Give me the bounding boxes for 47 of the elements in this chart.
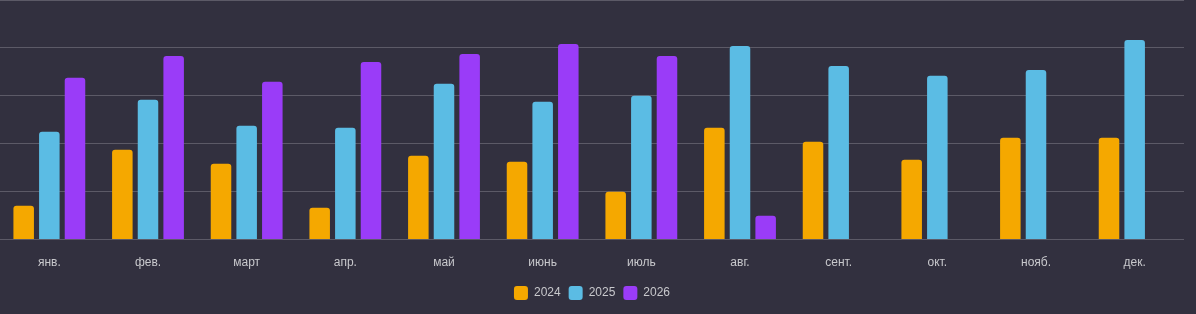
bar: [13, 205, 34, 240]
x-tick-label: дек.: [1123, 255, 1146, 270]
bar: [1025, 69, 1047, 240]
bar: [1000, 137, 1021, 240]
bar: [210, 163, 232, 240]
x-tick-label: июнь: [528, 255, 557, 270]
bar: [802, 141, 824, 240]
x-tick-label: май: [433, 255, 455, 270]
bar: [506, 161, 528, 240]
bar: [309, 207, 330, 240]
bar: [459, 53, 480, 240]
bar: [901, 159, 922, 240]
legend-label: 2025: [588, 285, 616, 300]
bar: [137, 99, 159, 240]
bar: [1124, 39, 1145, 240]
x-tick-label: сент.: [825, 255, 853, 270]
bar: [631, 95, 652, 240]
x-tick-label: июль: [626, 255, 656, 270]
bar: [64, 77, 86, 240]
bar: [605, 191, 626, 240]
bar: [1098, 137, 1120, 240]
x-tick-label: апр.: [333, 255, 357, 270]
x-tick-label: авг.: [730, 255, 750, 270]
bar: [39, 131, 60, 240]
bar: [704, 127, 725, 240]
bar: [828, 65, 849, 240]
bar: [755, 215, 776, 240]
bar: [112, 149, 133, 240]
x-tick-label: янв.: [37, 255, 61, 270]
legend-label: 2024: [533, 285, 561, 300]
bar: [558, 43, 579, 240]
bar: [656, 55, 678, 240]
x-tick-label: фев.: [134, 255, 162, 270]
bar: [236, 125, 257, 240]
x-tick-label: нояб.: [1020, 255, 1052, 270]
bar: [163, 55, 184, 240]
bar: [433, 83, 455, 240]
legend-label: 2026: [643, 285, 671, 300]
bar: [360, 61, 382, 240]
x-tick-label: окт.: [927, 255, 948, 270]
x-tick-label: март: [233, 255, 261, 270]
bar: [729, 45, 751, 240]
bar: [262, 81, 283, 240]
bar: [408, 155, 429, 240]
bar: [927, 75, 948, 240]
bar: [532, 101, 553, 240]
bar: [335, 127, 356, 240]
